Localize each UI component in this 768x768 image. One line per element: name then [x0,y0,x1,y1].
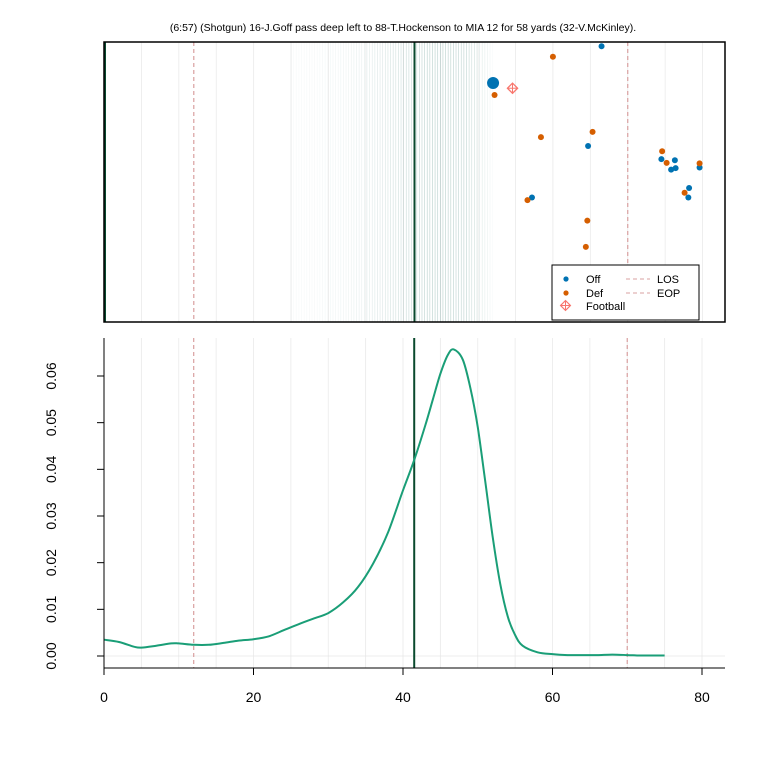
y-tick-label: 0.05 [43,409,59,436]
defense-point [524,197,531,204]
defense-point [491,92,498,99]
chart-title: (6:57) (Shotgun) 16-J.Goff pass deep lef… [170,22,636,34]
ball-carrier-point [487,76,500,89]
y-tick-label: 0.02 [43,549,59,576]
x-tick-label: 20 [246,689,262,705]
offense-point [658,156,665,163]
player-points [487,43,703,250]
defense-point [537,134,544,141]
offense-point [686,185,693,192]
y-tick-label: 0.03 [43,502,59,529]
legend-box [551,264,700,321]
x-axis: 0 20 40 60 80 [100,668,710,705]
top-reference-lines [104,42,629,322]
y-tick-label: 0.00 [43,642,59,669]
bottom-reference-lines [193,338,628,668]
defense-point [659,148,666,155]
legend: Off Def Football LOS EOP [551,264,700,321]
legend-los-label: LOS [657,274,679,286]
defense-point [681,189,688,196]
legend-def-label: Def [586,288,604,300]
x-tick-label: 40 [395,689,411,705]
x-tick-label: 80 [694,689,710,705]
density-gridlines [104,338,725,668]
offense-point [685,194,692,201]
defense-point [584,217,591,224]
football-point [506,82,519,95]
density-panel: 0 20 40 60 80 0.00 0.01 0.02 0.03 0.04 0.05 0.06 [43,338,725,705]
field-panel-frame [103,41,726,323]
legend-def-marker [563,290,569,296]
offense-point [585,143,592,150]
offense-point [528,194,535,201]
x-tick-label: 60 [545,689,561,705]
offense-point [671,157,678,164]
defense-point [663,159,670,166]
offense-point [696,164,703,171]
defense-point [549,53,556,60]
defense-point [582,243,589,250]
density-curve [103,348,665,657]
offense-point [598,43,605,50]
defense-point [589,128,596,135]
y-tick-label: 0.04 [43,455,59,482]
probability-shading [290,42,494,322]
legend-football-label: Football [586,301,625,313]
field-panel [103,41,726,323]
legend-eop-label: EOP [657,288,680,300]
x-tick-label: 0 [100,689,108,705]
y-tick-label: 0.06 [43,362,59,389]
y-tick-label: 0.01 [43,595,59,622]
offense-point [668,166,675,173]
legend-off-label: Off [586,274,601,286]
defense-point [696,160,703,167]
y-axis: 0.00 0.01 0.02 0.03 0.04 0.05 0.06 [43,362,104,670]
legend-football-marker [559,299,572,312]
legend-off-marker [563,276,569,282]
